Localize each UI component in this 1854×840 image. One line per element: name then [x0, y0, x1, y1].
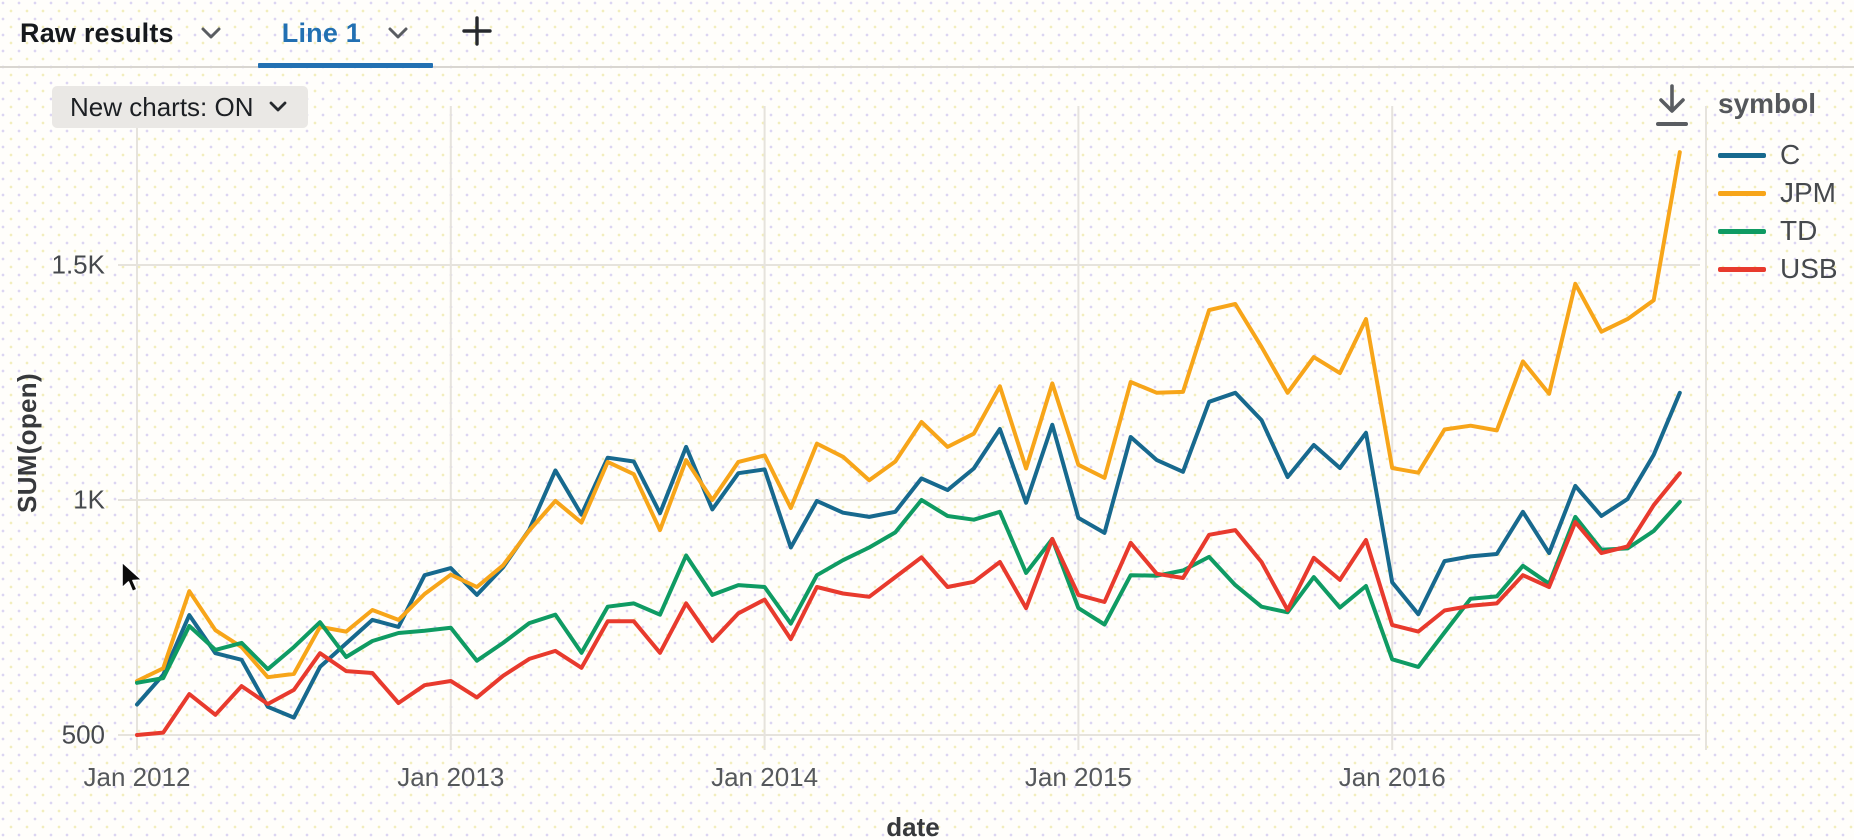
add-chart-tab-button[interactable]: [455, 11, 499, 55]
legend-label: USB: [1780, 253, 1838, 284]
y-axis-tick-label: 500: [61, 719, 105, 750]
plus-icon: [461, 15, 493, 52]
chevron-down-icon[interactable]: [387, 26, 409, 40]
x-axis-tick-label: Jan 2015: [1024, 762, 1132, 792]
tab-bar: Raw results Line 1: [0, 0, 1854, 68]
tab-raw-results[interactable]: Raw results: [0, 0, 252, 66]
tab-raw-results-label: Raw results: [20, 17, 174, 48]
legend-item-usb[interactable]: USB: [1718, 250, 1838, 288]
chevron-down-icon: [268, 100, 290, 114]
legend-swatch-icon: [1718, 228, 1766, 234]
legend-title: symbol: [1718, 88, 1817, 119]
chevron-down-icon[interactable]: [200, 26, 222, 40]
chart-legend: symbol C JPM TD USB: [1718, 88, 1838, 288]
download-icon: [1652, 84, 1692, 136]
legend-swatch-icon: [1718, 190, 1766, 196]
legend-item-c[interactable]: C: [1718, 136, 1838, 174]
new-charts-label: New charts: ON: [70, 91, 254, 122]
tab-line-1[interactable]: Line 1: [252, 0, 439, 68]
x-axis-title: date: [886, 812, 940, 840]
legend-swatch-icon: [1718, 266, 1766, 272]
y-axis-tick-label: 1.5K: [51, 249, 106, 280]
tab-line-1-label: Line 1: [281, 17, 361, 48]
x-axis-tick-label: Jan 2012: [83, 762, 191, 792]
download-chart-button[interactable]: [1652, 80, 1692, 137]
series-line-td: [135, 498, 1682, 685]
legend-item-jpm[interactable]: JPM: [1718, 174, 1838, 212]
legend-label: C: [1780, 139, 1801, 170]
new-charts-toggle[interactable]: New charts: ON: [52, 86, 308, 128]
mouse-cursor: [119, 561, 149, 602]
series-line-c: [135, 390, 1682, 720]
legend-item-td[interactable]: TD: [1718, 212, 1838, 250]
series-line-jpm: [135, 150, 1682, 683]
y-axis-tick-label: 1K: [73, 484, 105, 515]
legend-label: TD: [1780, 215, 1818, 246]
active-tab-underline: [257, 63, 433, 68]
x-axis-tick-label: Jan 2014: [711, 762, 819, 792]
x-axis-tick-label: Jan 2016: [1338, 762, 1446, 792]
series-line-usb: [135, 471, 1682, 737]
legend-label: JPM: [1780, 177, 1836, 208]
legend-swatch-icon: [1718, 152, 1766, 158]
x-axis-tick-label: Jan 2013: [397, 762, 505, 792]
